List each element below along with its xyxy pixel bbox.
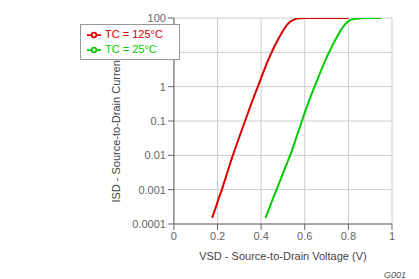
svg-text:0.0001: 0.0001 [132,218,166,230]
svg-text:ISD - Source-to-Drain Current: ISD - Source-to-Drain Current (A) [110,39,122,202]
svg-text:0: 0 [171,230,177,242]
svg-text:0.01: 0.01 [144,149,165,161]
svg-text:0.1: 0.1 [151,115,166,127]
svg-text:0.4: 0.4 [253,230,268,242]
svg-text:0.001: 0.001 [138,184,166,196]
html-text:TC = 25°C: TC = 25°C [105,43,157,56]
svg-text:1: 1 [389,230,395,242]
svg-text:100: 100 [148,12,166,24]
svg-text:0.6: 0.6 [297,230,312,242]
svg-text:10: 10 [154,46,166,58]
svg-text:0.8: 0.8 [341,230,356,242]
html-text:G001: G001 [384,270,406,279]
svg-text:1: 1 [160,81,166,93]
svg-text:0.2: 0.2 [210,230,225,242]
html-text:TC = 125°C: TC = 125°C [105,28,163,40]
svg-text:VSD - Source-to-Drain Voltage: VSD - Source-to-Drain Voltage (V) [199,250,367,262]
